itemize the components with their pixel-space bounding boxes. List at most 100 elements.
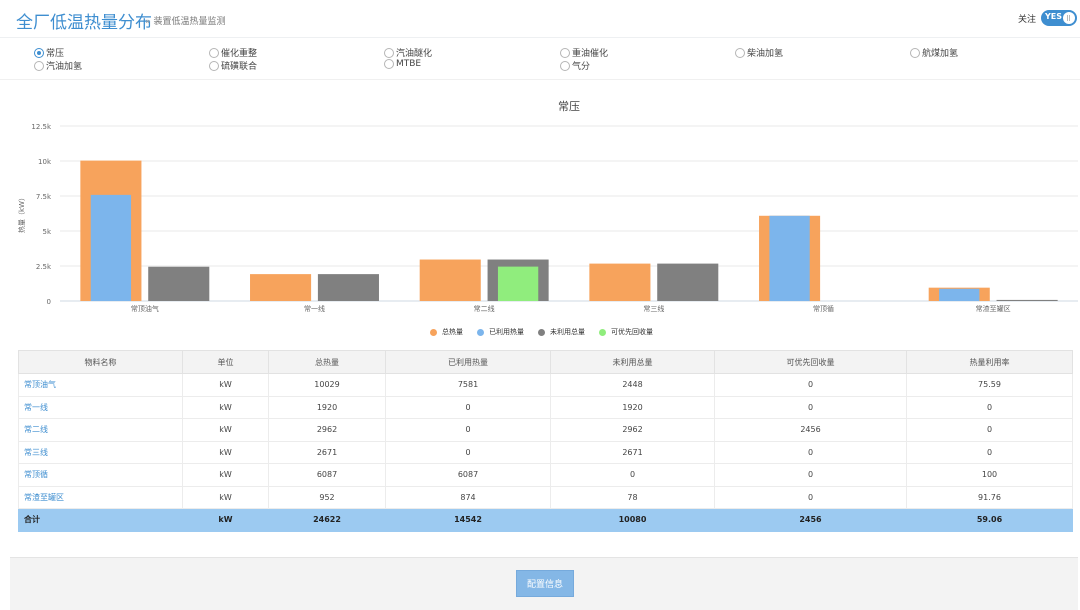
table-cell: 100 bbox=[906, 463, 1073, 487]
heat-data-table: 物料名称 单位 总热量 已利用热量 未利用总量 可优先回收量 热量利用率 常顶油… bbox=[18, 350, 1073, 532]
radio-label: MTBE bbox=[396, 59, 422, 69]
column-header[interactable]: 总热量 bbox=[268, 350, 386, 374]
page-title: 全厂低温热量分布 bbox=[16, 13, 152, 33]
radio-item[interactable]: 汽油醚化 bbox=[384, 46, 432, 59]
table-cell: 1920 bbox=[268, 395, 386, 419]
column-header[interactable]: 单位 bbox=[182, 350, 269, 374]
bar-unused-heat bbox=[317, 274, 379, 301]
table-cell: 0 bbox=[385, 395, 551, 419]
column-header[interactable]: 物料名称 bbox=[18, 350, 183, 374]
legend-label: 已利用热量 bbox=[489, 328, 524, 336]
radio-item[interactable]: 重油催化 bbox=[560, 46, 608, 59]
column-header[interactable]: 热量利用率 bbox=[906, 350, 1073, 374]
radio-circle-icon[interactable] bbox=[735, 47, 745, 58]
table-cell: 78 bbox=[550, 485, 715, 509]
radio-label: 硫磺联合 bbox=[221, 62, 258, 72]
bar-total-heat bbox=[419, 259, 481, 301]
table-cell: kW bbox=[182, 418, 269, 442]
material-name-link[interactable]: 常三线 bbox=[18, 440, 183, 464]
bar-total-heat bbox=[250, 274, 312, 301]
material-name-link[interactable]: 常一线 bbox=[18, 395, 183, 419]
radio-item[interactable]: 柴油加氢 bbox=[735, 46, 783, 59]
chart-legend: 总热量 已利用热量 未利用总量 可优先回收量 bbox=[430, 327, 667, 337]
table-row: 常一线 kW 1920 0 1920 0 0 bbox=[18, 395, 1073, 419]
table-cell: 7581 bbox=[385, 373, 551, 397]
radio-item[interactable]: 航煤加氢 bbox=[910, 46, 958, 59]
breadcrumb-separator: » bbox=[145, 17, 151, 27]
chart-svg: 常压 0 2.5k 5k 7.5k 10k 12.5k 热量（kW） 常顶油气 常一线 常二线 常三线… bbox=[17, 100, 1078, 313]
radio-circle-icon[interactable] bbox=[384, 59, 394, 69]
radio-label: 重油催化 bbox=[572, 49, 609, 59]
column-header[interactable]: 已利用热量 bbox=[385, 350, 551, 374]
table-cell: 0 bbox=[906, 395, 1073, 419]
breadcrumb[interactable]: » 装置低温热量监测 bbox=[145, 14, 226, 27]
radio-item[interactable]: 催化重整 bbox=[209, 46, 257, 59]
material-name-link[interactable]: 常顶油气 bbox=[18, 373, 183, 397]
table-cell: 24622 bbox=[268, 508, 386, 532]
table-cell: 6087 bbox=[268, 463, 386, 487]
x-tick-label: 常顶循 bbox=[813, 304, 834, 313]
material-name-link[interactable]: 常二线 bbox=[18, 418, 183, 442]
radio-circle-icon[interactable] bbox=[560, 60, 570, 71]
column-header[interactable]: 可优先回收量 bbox=[714, 350, 907, 374]
total-label: 合计 bbox=[18, 508, 183, 532]
table-cell: 2962 bbox=[550, 418, 715, 442]
table-cell: 2448 bbox=[550, 373, 715, 397]
x-tick-label: 常三线 bbox=[643, 304, 664, 313]
column-header[interactable]: 未利用总量 bbox=[550, 350, 715, 374]
table-cell: 0 bbox=[385, 440, 551, 464]
y-tick-label: 10k bbox=[38, 158, 52, 166]
radio-label: 汽油醚化 bbox=[396, 49, 433, 59]
radio-item[interactable]: 气分 bbox=[560, 59, 590, 72]
breadcrumb-link[interactable]: 装置低温热量监测 bbox=[153, 17, 226, 27]
table-cell: 1920 bbox=[550, 395, 715, 419]
table-row: 常二线 kW 2962 0 2962 2456 0 bbox=[18, 418, 1073, 442]
legend-item[interactable]: 可优先回收量 bbox=[599, 327, 653, 337]
legend-item[interactable]: 未利用总量 bbox=[538, 327, 585, 337]
radio-label: 航煤加氢 bbox=[922, 49, 959, 59]
radio-label: 柴油加氢 bbox=[747, 49, 784, 59]
y-tick-label: 0 bbox=[47, 298, 51, 306]
radio-circle-icon[interactable] bbox=[209, 60, 219, 71]
table-cell: 874 bbox=[385, 485, 551, 509]
radio-circle-icon[interactable] bbox=[384, 47, 394, 58]
table-cell: 2671 bbox=[550, 440, 715, 464]
x-tick-label: 常顶油气 bbox=[131, 304, 159, 313]
radio-item[interactable]: 硫磺联合 bbox=[209, 59, 257, 72]
radio-circle-icon[interactable] bbox=[560, 47, 570, 58]
material-name-link[interactable]: 常顶循 bbox=[18, 463, 183, 487]
table-cell: 0 bbox=[906, 418, 1073, 442]
legend-item[interactable]: 已利用热量 bbox=[477, 327, 524, 337]
legend-item[interactable]: 总热量 bbox=[430, 327, 463, 337]
x-tick-label: 常渣至罐区 bbox=[976, 304, 1011, 313]
table-row: 常渣至罐区 kW 952 874 78 0 91.76 bbox=[18, 485, 1073, 509]
x-tick-label: 常二线 bbox=[474, 304, 495, 313]
config-info-button[interactable]: 配置信息 bbox=[516, 570, 574, 597]
table-cell: kW bbox=[182, 395, 269, 419]
table-row: 常三线 kW 2671 0 2671 0 0 bbox=[18, 440, 1073, 464]
footer-bar: 配置信息 bbox=[10, 557, 1078, 610]
radio-item[interactable]: MTBE bbox=[384, 59, 421, 69]
legend-label: 总热量 bbox=[442, 328, 463, 336]
table-cell: kW bbox=[182, 440, 269, 464]
legend-dot-icon bbox=[477, 328, 484, 336]
table-cell: 0 bbox=[550, 463, 715, 487]
chart-title: 常压 bbox=[558, 100, 580, 113]
table-total-row: 合计 kW 24622 14542 10080 2456 59.06 bbox=[18, 508, 1073, 532]
table-cell: 0 bbox=[714, 440, 907, 464]
legend-label: 可优先回收量 bbox=[611, 328, 653, 336]
table-cell: kW bbox=[182, 463, 269, 487]
follow-toggle[interactable]: YES bbox=[1041, 10, 1077, 26]
radio-item[interactable]: 常压 bbox=[34, 46, 64, 59]
table-cell: 10029 bbox=[268, 373, 386, 397]
radio-item[interactable]: 汽油加氢 bbox=[34, 59, 82, 72]
table-cell: 2962 bbox=[268, 418, 386, 442]
legend-dot-icon bbox=[599, 328, 606, 336]
radio-circle-icon[interactable] bbox=[34, 60, 44, 71]
material-name-link[interactable]: 常渣至罐区 bbox=[18, 485, 183, 509]
table-row: 常顶循 kW 6087 6087 0 0 100 bbox=[18, 463, 1073, 487]
table-cell: 2671 bbox=[268, 440, 386, 464]
radio-circle-icon[interactable] bbox=[209, 47, 219, 58]
radio-circle-icon[interactable] bbox=[910, 47, 920, 58]
radio-circle-icon[interactable] bbox=[34, 47, 44, 58]
